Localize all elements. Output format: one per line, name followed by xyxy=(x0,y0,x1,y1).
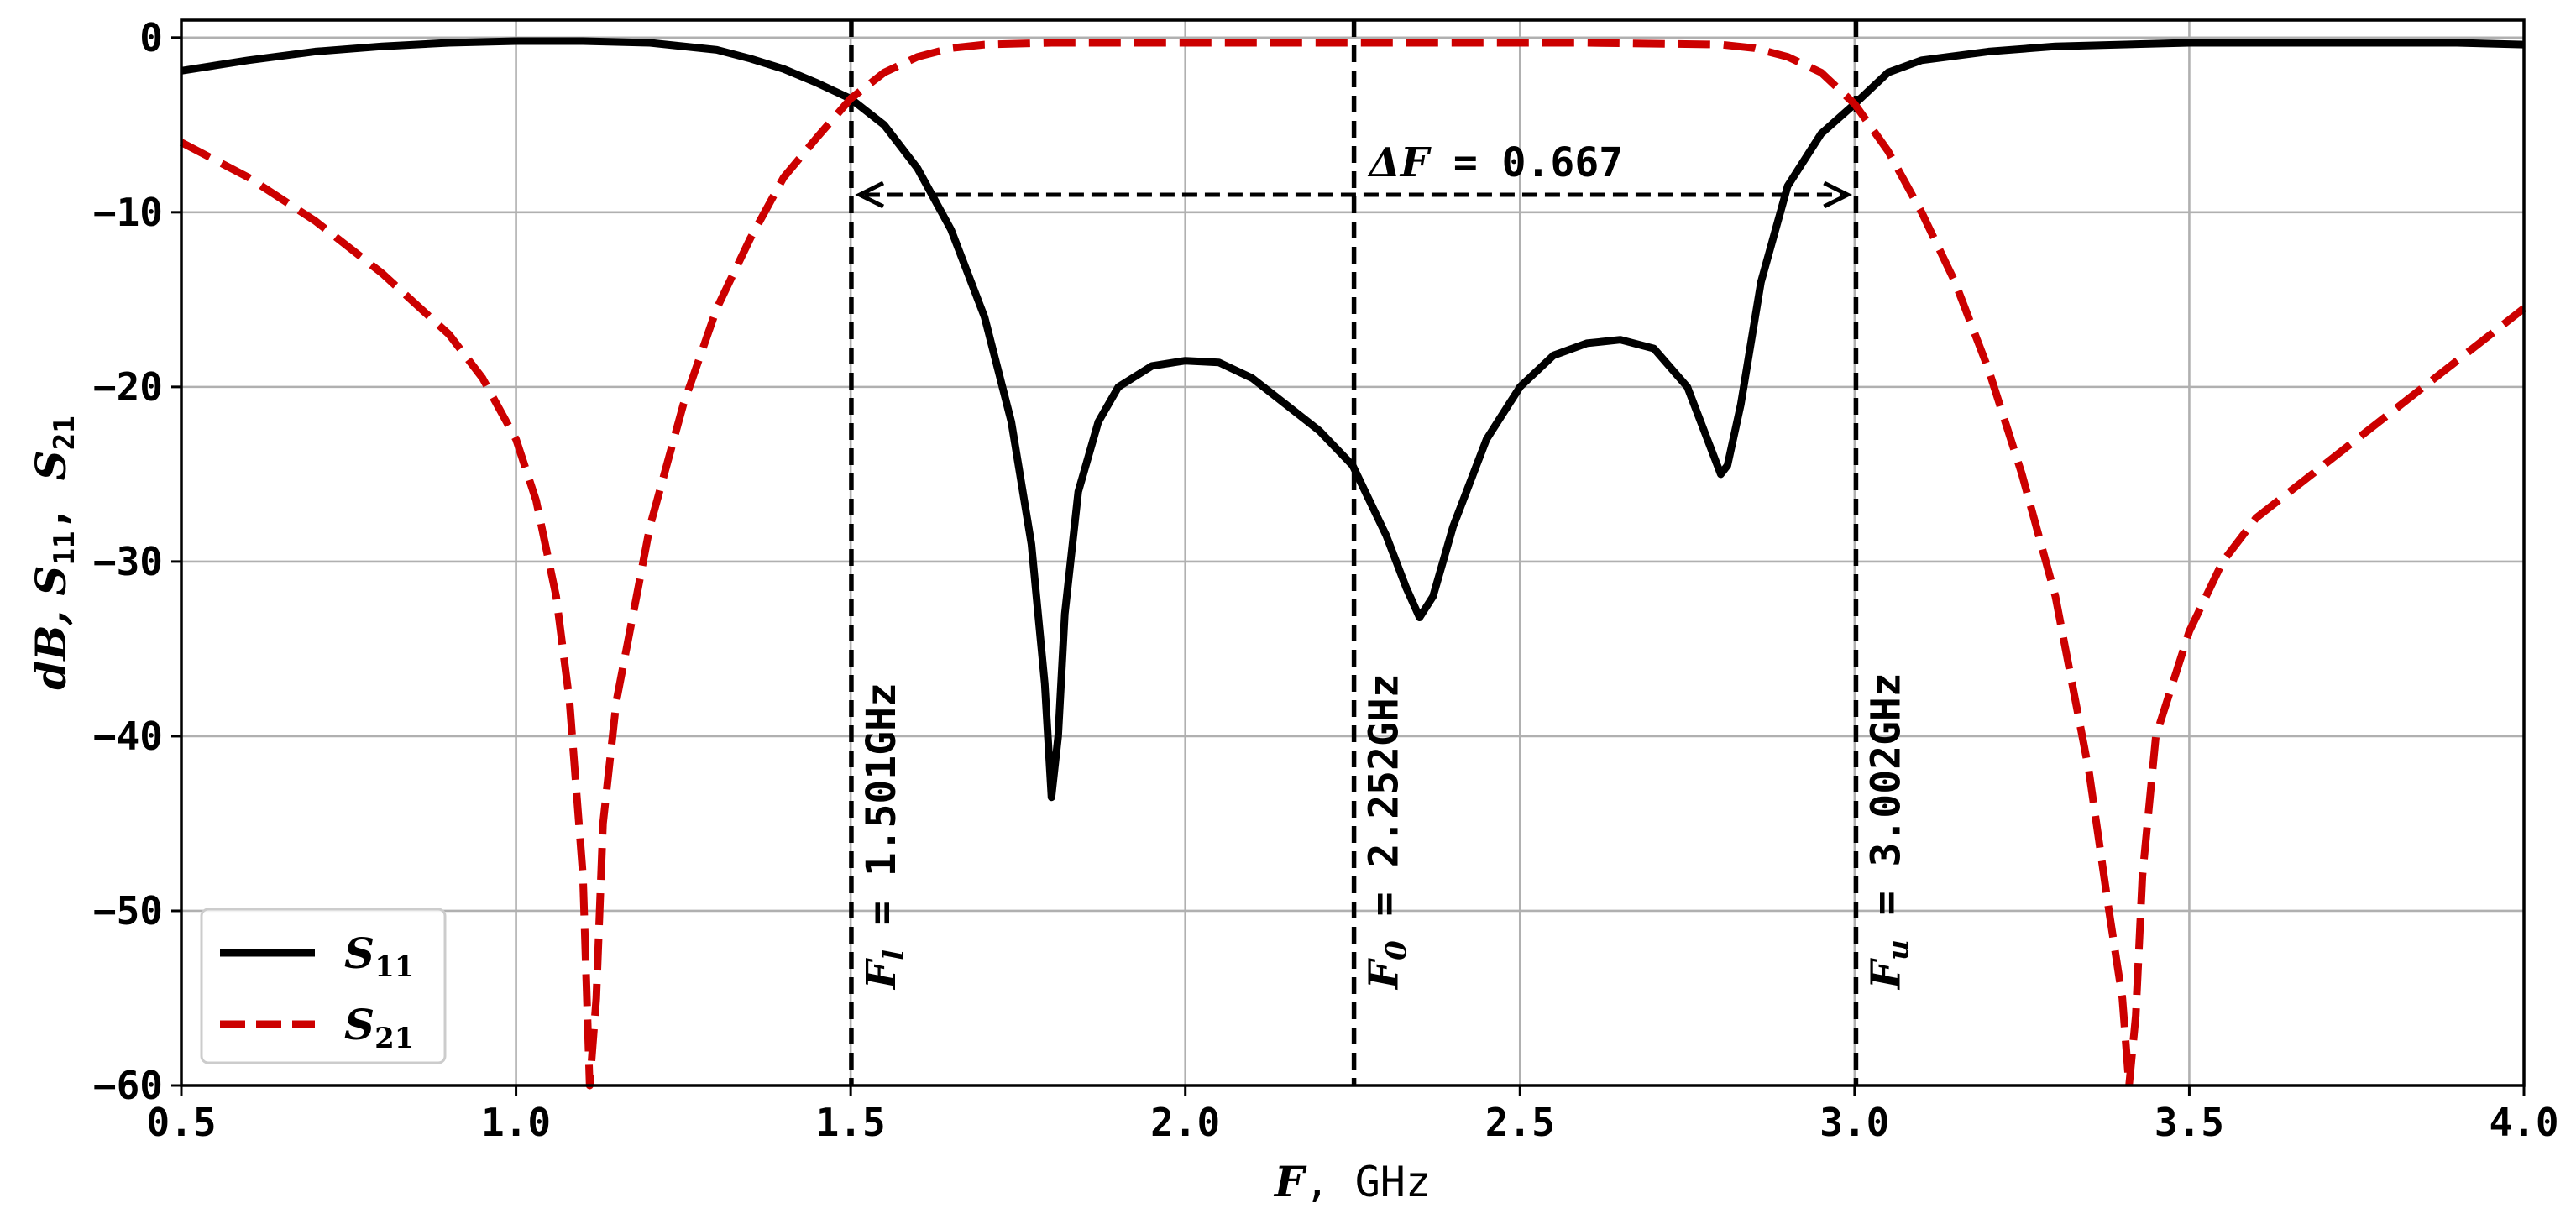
y-tick-label: −10 xyxy=(93,190,163,235)
y-tick-label: −40 xyxy=(93,714,163,759)
y-axis-title-part: dB, xyxy=(26,596,76,690)
y-axis-title-part: S xyxy=(26,450,76,480)
marker-label: Fu = 3.002GHz xyxy=(1862,672,1915,991)
legend-label-sub: 21 xyxy=(374,1022,414,1055)
x-tick-label: 0.5 xyxy=(146,1100,216,1145)
marker-label-sub: 0 xyxy=(1380,940,1414,960)
y-tick-label: 0 xyxy=(139,15,163,60)
x-axis-title: F, GHz xyxy=(1273,1157,1431,1206)
series-line-s11 xyxy=(181,37,2525,802)
y-axis-title-part: S xyxy=(26,566,76,596)
bandwidth-label-value: = 0.667 xyxy=(1429,139,1623,186)
x-tick-label: 1.0 xyxy=(481,1100,551,1145)
x-tick-label: 1.5 xyxy=(816,1100,886,1145)
y-tick-label: −50 xyxy=(93,888,163,934)
marker-label-sub: u xyxy=(1882,939,1915,960)
legend-label-main: S xyxy=(344,928,374,978)
bandwidth-label-main: ΔF xyxy=(1368,139,1432,186)
marker-label-main: F xyxy=(1862,958,1909,991)
y-tick-label: −20 xyxy=(93,364,163,410)
marker-label: F0 = 2.252GHz xyxy=(1361,673,1414,991)
tick-labels: 0.5 1.0 1.5 2.0 2.5 3.0 3.5 4.0 0 −10 −20 −30 −40 −50… xyxy=(93,15,2559,1145)
x-axis-title-unit: , GHz xyxy=(1304,1158,1431,1206)
marker-label-main: F xyxy=(1361,958,1408,991)
marker-label-value: = 2.252GHz xyxy=(1361,673,1408,940)
y-axis-title-sub: 21 xyxy=(48,416,81,450)
marker-label-value: = 3.002GHz xyxy=(1862,672,1909,939)
legend-label-s21: S21 xyxy=(344,1000,414,1055)
y-tick-label: −30 xyxy=(93,539,163,584)
x-axis-title-main: F xyxy=(1273,1157,1307,1206)
marker-label-sub: l xyxy=(877,949,911,960)
series-line-s21 xyxy=(179,39,2526,1090)
marker-label-main: F xyxy=(858,958,905,991)
marker-label: Fl = 1.501GHz xyxy=(858,683,911,991)
frequency-markers xyxy=(849,20,1859,1085)
x-tick-label: 2.0 xyxy=(1150,1100,1220,1145)
bandwidth-arrow-right-head xyxy=(1823,180,1853,209)
plot-frame xyxy=(180,18,2526,1087)
series-lines xyxy=(179,37,2526,1090)
plot-frame-border xyxy=(180,18,2526,1087)
x-tick-label: 3.0 xyxy=(1819,1100,1889,1145)
x-tick-label: 3.5 xyxy=(2155,1100,2224,1145)
x-tick-label: 4.0 xyxy=(2489,1100,2558,1145)
y-tick-label: −60 xyxy=(93,1063,163,1108)
bandwidth-arrow-left-head xyxy=(855,180,885,209)
y-axis-title: dB, S11, S21 xyxy=(26,416,81,689)
y-axis-title-part: , xyxy=(27,480,76,531)
marker-label-value: = 1.501GHz xyxy=(858,683,905,949)
x-tick-label: 2.5 xyxy=(1485,1100,1555,1145)
legend-label-sub: 11 xyxy=(374,950,414,984)
legend-label-main: S xyxy=(344,1000,374,1049)
y-axis-title-sub: 11 xyxy=(48,531,81,566)
legend-label-s11: S11 xyxy=(344,928,414,984)
bandwidth-label: ΔF = 0.667 xyxy=(1368,139,1624,186)
